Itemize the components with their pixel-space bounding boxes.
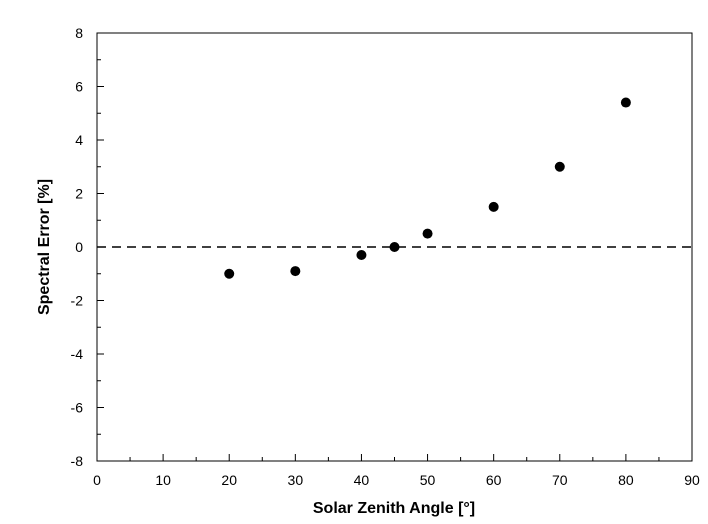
x-tick-label: 80	[618, 472, 634, 488]
y-tick-label: -4	[71, 346, 84, 362]
x-tick-label: 10	[155, 472, 171, 488]
y-tick-label: 8	[75, 25, 83, 41]
x-axis-title: Solar Zenith Angle [°]	[313, 500, 475, 517]
tick-labels: 0 10 20 30 40 50 60 70 80 90 -8 -6 -4 -2 0 2 4 6 8	[71, 25, 700, 488]
y-tick-label: 4	[75, 132, 83, 148]
y-tick-label: -6	[71, 400, 84, 416]
y-tick-label: 6	[75, 79, 83, 95]
x-tick-label: 50	[420, 472, 436, 488]
data-point	[620, 97, 631, 108]
y-tick-label: -2	[71, 293, 84, 309]
x-tick-label: 70	[552, 472, 568, 488]
y-axis-title: Spectral Error [%]	[36, 179, 53, 315]
x-tick-label: 60	[486, 472, 502, 488]
y-tick-label: -8	[71, 453, 84, 469]
data-point	[389, 242, 400, 252]
x-tick-label: 90	[684, 472, 700, 488]
data-point	[554, 161, 565, 172]
x-tick-label: 30	[288, 472, 304, 488]
data-point	[224, 268, 235, 279]
x-tick-label: 20	[221, 472, 237, 488]
data-point	[488, 201, 499, 212]
data-points	[224, 97, 631, 279]
y-tick-label: 0	[75, 239, 83, 255]
x-tick-label: 0	[93, 472, 101, 488]
data-point	[356, 250, 367, 261]
data-point	[290, 266, 301, 277]
y-tick-label: 2	[75, 186, 83, 202]
x-tick-label: 40	[354, 472, 370, 488]
data-point	[422, 228, 433, 239]
